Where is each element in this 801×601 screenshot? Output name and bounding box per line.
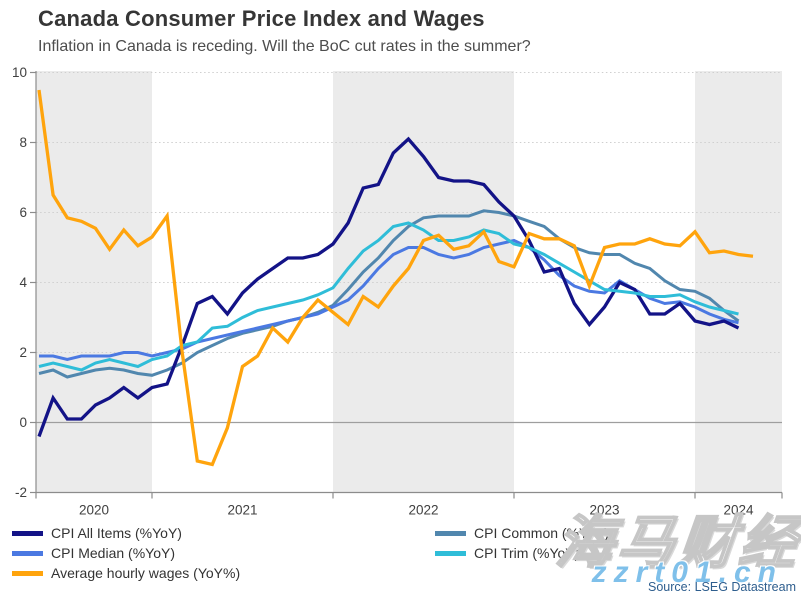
watermark-url: zzrt01.cn [591, 556, 783, 589]
x-tick-label-2024: 2024 [723, 503, 754, 518]
legend-item-cpi-median: CPI Median (%YoY) [12, 544, 175, 562]
legend-swatch-cpi-trim [435, 550, 466, 556]
series-line-cpi-common [38, 209, 740, 379]
legend-swatch-cpi-median [12, 550, 43, 556]
x-tick-label-2021: 2021 [227, 503, 257, 518]
y-tick-label-4: 4 [19, 275, 27, 290]
plot-band-2020 [36, 71, 152, 493]
legend-item-cpi-common: CPI Common (%YoY) [435, 524, 609, 542]
y-tick-label-6: 6 [19, 205, 27, 220]
y-tick-label-8: 8 [19, 135, 27, 150]
y-tick-label-2: 2 [19, 345, 27, 360]
legend-swatch-cpi-common [435, 530, 466, 536]
page-title: Canada Consumer Price Index and Wages [38, 6, 485, 31]
x-tick-label-2022: 2022 [408, 503, 438, 518]
plot-band-2022 [333, 71, 514, 493]
x-tick-label-2020: 2020 [79, 503, 109, 518]
plot-band-2024 [695, 71, 782, 493]
y-tick-label-0: 0 [19, 415, 27, 430]
legend-label-cpi-common: CPI Common (%YoY) [474, 525, 609, 541]
legend-swatch-cpi-all-items [12, 530, 43, 536]
series-line-cpi-all-items [37, 136, 740, 438]
legend-label-avg-hourly-wages: Average hourly wages (YoY%) [51, 565, 241, 581]
y-tick-label-10: 10 [12, 65, 27, 80]
y-tick-label--2: -2 [15, 485, 27, 500]
legend-label-cpi-all-items: CPI All Items (%YoY) [51, 525, 182, 541]
legend-item-cpi-trim: CPI Trim (%YoY) [435, 544, 579, 562]
legend-label-cpi-trim: CPI Trim (%YoY) [474, 545, 580, 561]
series-line-avg-hourly-wages [37, 89, 754, 467]
legend-item-avg-hourly-wages: Average hourly wages (YoY%) [12, 564, 240, 582]
source-credit: Source: LSEG Datastream [648, 580, 796, 594]
legend-label-cpi-median: CPI Median (%YoY) [51, 545, 175, 561]
legend-swatch-avg-hourly-wages [12, 570, 43, 576]
series-line-cpi-trim [38, 221, 739, 372]
page-subtitle: Inflation in Canada is receding. Will th… [38, 38, 531, 55]
legend-item-cpi-all-items: CPI All Items (%YoY) [12, 524, 182, 542]
x-tick-label-2023: 2023 [589, 503, 619, 518]
